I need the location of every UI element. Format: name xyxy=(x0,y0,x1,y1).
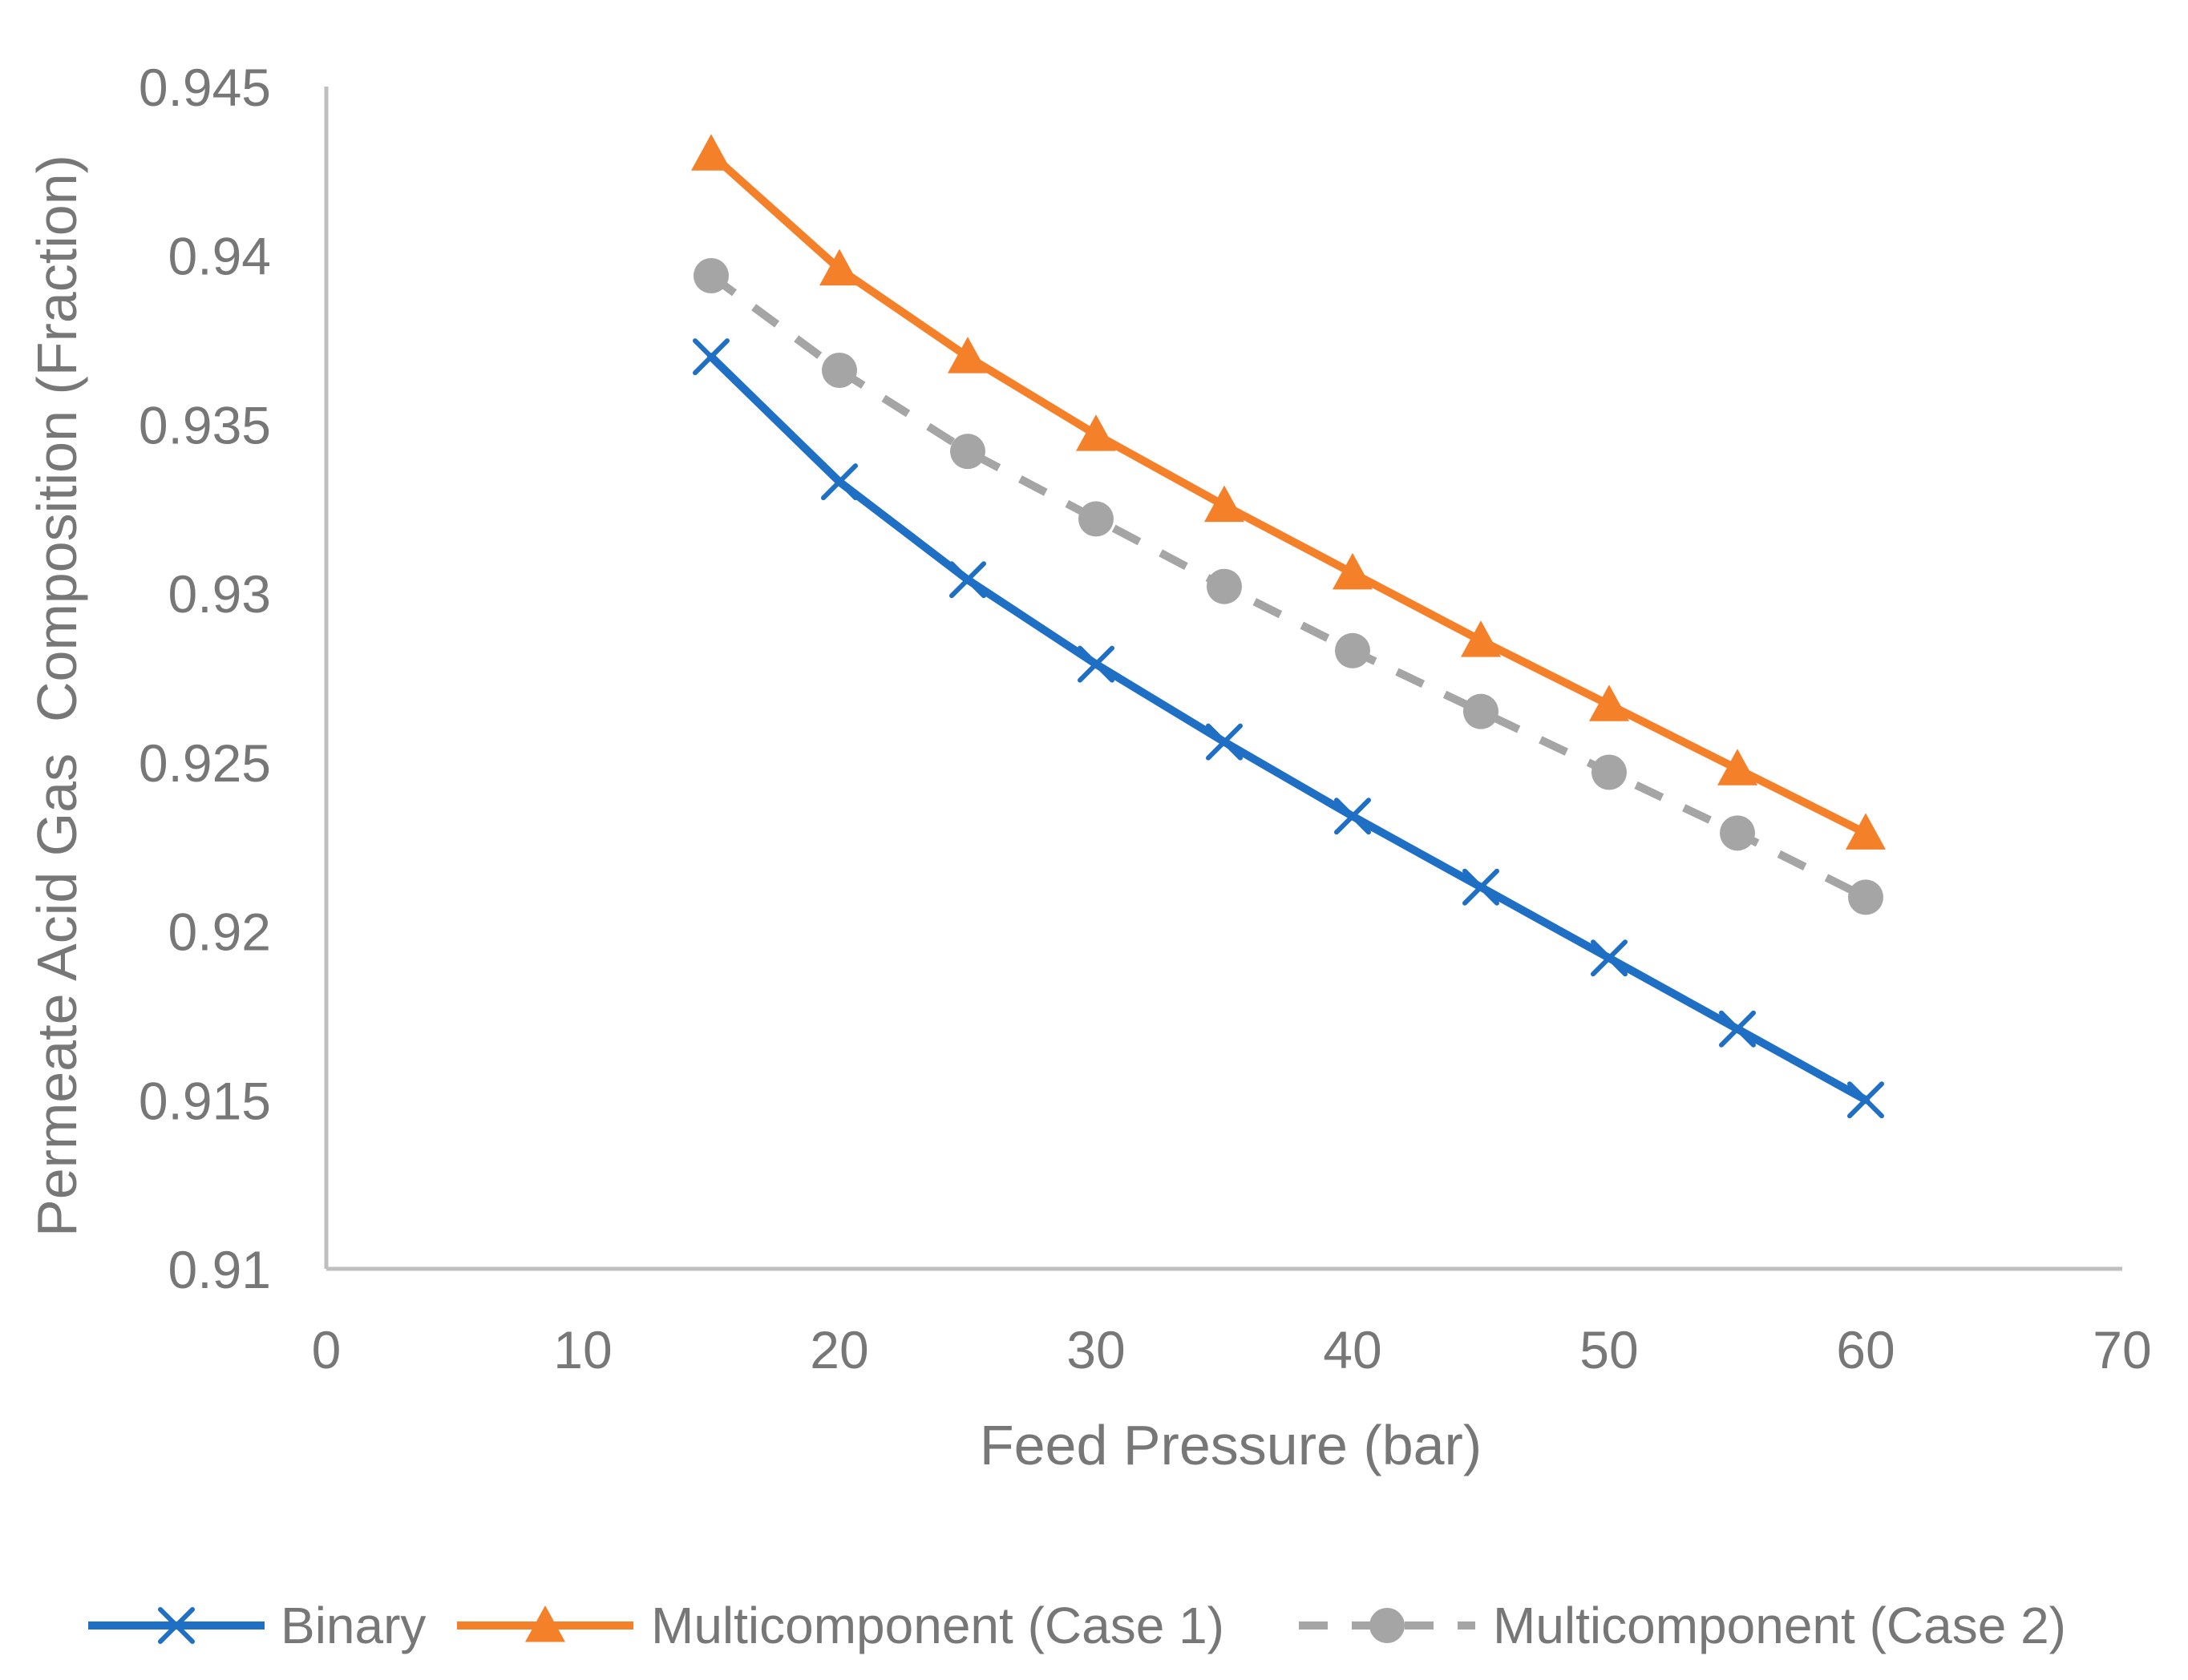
data-point-marker xyxy=(1206,723,1243,761)
x-tick-label: 10 xyxy=(553,1320,612,1379)
data-point-marker xyxy=(1591,754,1627,790)
data-point-marker xyxy=(1207,568,1242,604)
axes: 0.91 0.915 0.92 0.925 0.93 0.935 0.94 0.945 0 10 2… xyxy=(139,58,2152,1379)
legend: Binary Multicomponent (Case 1) Multicompon… xyxy=(88,1597,2066,1654)
series-layer xyxy=(691,134,1886,1119)
y-tick-label: 0.925 xyxy=(139,733,271,793)
legend-marker xyxy=(158,1607,195,1644)
data-point-marker xyxy=(1719,1010,1756,1048)
series-line xyxy=(707,353,1870,1105)
data-point-marker xyxy=(1335,632,1370,668)
legend-item: Multicomponent (Case 2) xyxy=(1299,1597,2066,1654)
y-tick-label: 0.92 xyxy=(168,903,271,962)
legend-marker xyxy=(525,1605,565,1642)
data-point-marker xyxy=(1463,693,1498,729)
legend-label: Multicomponent (Case 2) xyxy=(1493,1597,2066,1654)
x-tick-label: 70 xyxy=(2093,1320,2151,1379)
y-tick-label: 0.915 xyxy=(139,1071,271,1130)
data-point-marker xyxy=(821,463,858,501)
data-point-marker xyxy=(1847,1081,1884,1119)
data-point-marker xyxy=(1076,414,1116,451)
data-point-marker xyxy=(693,338,730,376)
data-point-marker xyxy=(819,248,859,286)
data-point-marker xyxy=(1720,815,1755,851)
y-tick-label: 0.945 xyxy=(139,58,271,117)
data-point-marker xyxy=(1204,485,1244,523)
data-point-marker xyxy=(822,353,857,388)
data-point-marker xyxy=(1334,798,1371,835)
data-point-marker xyxy=(1717,749,1757,785)
x-tick-label: 50 xyxy=(1579,1320,1638,1379)
series-2 xyxy=(691,134,1886,850)
data-point-marker xyxy=(950,434,985,470)
data-point-marker xyxy=(1078,645,1114,683)
y-tick-label: 0.935 xyxy=(139,395,271,454)
legend-marker xyxy=(1369,1608,1405,1643)
x-tick-label: 30 xyxy=(1066,1320,1125,1379)
data-point-marker xyxy=(691,134,731,171)
legend-label: Binary xyxy=(281,1597,426,1654)
x-tick-label: 60 xyxy=(1836,1320,1895,1379)
data-point-marker xyxy=(1078,501,1114,537)
data-point-marker xyxy=(1461,620,1501,657)
y-axis-title: Permeate Acid Gas Composition (Fraction) xyxy=(26,155,88,1237)
data-point-marker xyxy=(949,561,986,599)
data-point-marker xyxy=(1589,685,1629,721)
data-point-marker xyxy=(694,258,729,293)
data-point-marker xyxy=(1462,868,1499,906)
y-tick-label: 0.91 xyxy=(168,1240,271,1299)
data-point-marker xyxy=(1848,879,1883,915)
data-point-marker xyxy=(1846,813,1886,850)
x-tick-label: 40 xyxy=(1323,1320,1381,1379)
legend-label: Multicomponent (Case 1) xyxy=(651,1597,1224,1654)
x-tick-label: 20 xyxy=(810,1320,868,1379)
series-1 xyxy=(693,338,1884,1119)
legend-item: Binary xyxy=(88,1597,426,1654)
data-point-marker xyxy=(1591,939,1628,977)
data-point-marker xyxy=(1333,552,1373,590)
series-3 xyxy=(694,258,1883,915)
y-tick-label: 0.94 xyxy=(168,227,271,286)
series-line xyxy=(707,150,1870,838)
legend-item: Multicomponent (Case 1) xyxy=(457,1597,1224,1654)
x-axis-title: Feed Pressure (bar) xyxy=(980,1414,1482,1476)
data-point-marker xyxy=(948,337,988,374)
series-line xyxy=(709,272,1868,901)
y-tick-label: 0.93 xyxy=(168,564,271,624)
x-tick-label: 0 xyxy=(312,1320,342,1379)
